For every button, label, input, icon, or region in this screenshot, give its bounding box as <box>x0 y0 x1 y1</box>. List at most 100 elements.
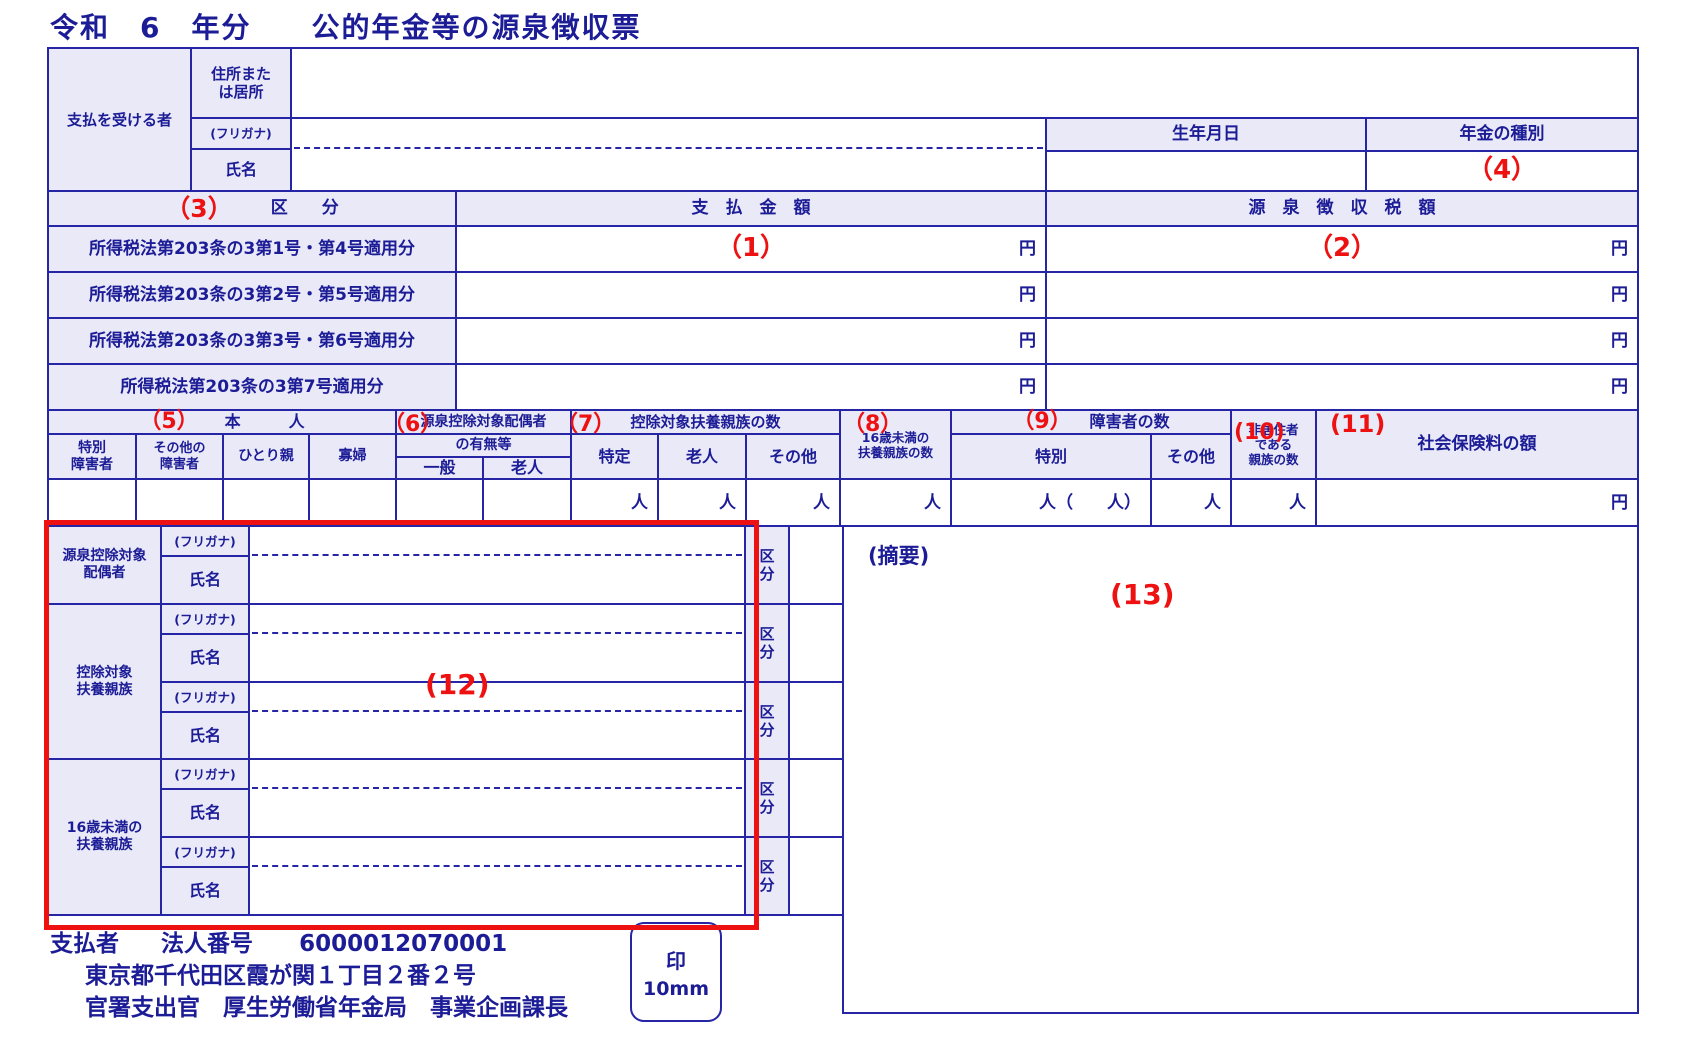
payer-label: 支払者 <box>50 931 119 957</box>
family-kubun-label: 区 分 <box>744 681 790 760</box>
kubun-line1: 区 <box>759 858 775 876</box>
payment-row-tax-cell: 円 <box>1045 317 1639 365</box>
payment-category-header-cell: （3） 区 分 <box>47 190 457 227</box>
widow-header-cell: 寡婦 <box>308 433 397 480</box>
birthdate-header-cell: 生年月日 <box>1045 117 1367 152</box>
count-cell-widow <box>308 478 397 527</box>
nonresident-line2: である <box>1254 437 1293 452</box>
person-unit: 人 <box>719 492 736 513</box>
marker-3: （3） <box>165 193 233 223</box>
dependent-other-header-cell: その他 <box>745 433 841 480</box>
recipient-furigana-label-cell: (フリガナ) <box>190 117 292 150</box>
recipient-furigana-name-field <box>290 117 1047 192</box>
marker-11: (11) <box>1330 410 1386 438</box>
marker-4: （4） <box>1466 155 1538 186</box>
other-disability-line1: その他の <box>153 440 206 456</box>
family-group-line1: 16歳未満の <box>66 820 143 837</box>
person-unit-special: 人（ 人） <box>1039 492 1141 513</box>
payment-row-amount-cell: 円 <box>455 271 1047 319</box>
person-unit: 人 <box>813 492 830 513</box>
special-disability-line1: 特別 <box>78 439 106 456</box>
payer-line: 支払者 法人番号 6000012070001 <box>50 924 507 958</box>
family-group-line1: 源泉控除対象 <box>62 548 147 565</box>
kubun-line1: 区 <box>759 702 775 721</box>
yen-unit: 円 <box>1611 376 1628 397</box>
nonresident-line1: 非居住者 <box>1248 422 1299 437</box>
payer-office: 官署支出官 厚生労働省年金局 事業企画課長 <box>85 995 568 1021</box>
family-kubun-label: 区 分 <box>744 525 790 605</box>
seal-size: 10mm <box>642 977 710 1000</box>
kubun-line1: 区 <box>759 780 775 798</box>
payment-amount-header-cell: 支 払 金 額 <box>455 190 1047 227</box>
count-cell-dependent-other: 人 <box>745 478 841 527</box>
yen-unit: 円 <box>1611 284 1628 305</box>
yen-unit: 円 <box>1019 376 1036 397</box>
pension-type-header-cell: 年金の種別 <box>1365 117 1639 152</box>
payment-row-tax-cell: 円 <box>1045 363 1639 411</box>
special-disability-line2: 障害者 <box>71 456 113 473</box>
family-kubun-value <box>788 836 844 916</box>
marker-9: （9） <box>1012 408 1072 434</box>
family-furigana-label: (フリガナ) <box>160 758 250 790</box>
payment-row-amount-cell: 円 <box>455 317 1047 365</box>
family-name-field <box>248 758 746 838</box>
kubun-line2: 分 <box>759 798 775 816</box>
disability-other-header-cell: その他 <box>1150 433 1232 480</box>
marker-12: (12) <box>425 668 490 701</box>
dependent-elderly-header-cell: 老人 <box>657 433 747 480</box>
count-cell-dependent-specified: 人 <box>570 478 659 527</box>
family-name-label: 氏名 <box>160 555 250 605</box>
family-name-field <box>248 681 746 760</box>
family-group-line2: 配偶者 <box>83 565 126 581</box>
recipient-name-label-cell: 氏名 <box>190 148 292 192</box>
payment-tax-header-cell: 源 泉 徴 収 税 額 <box>1045 190 1639 227</box>
count-cell-disability-special: 人（ 人） <box>950 478 1152 527</box>
family-kubun-label: 区 分 <box>744 603 790 683</box>
furigana-separator-dash <box>294 147 1043 149</box>
yen-unit: 円 <box>1611 492 1628 513</box>
family-group-spouse-label: 源泉控除対象 配偶者 <box>47 525 162 605</box>
payment-row-tax-cell: （2） 円 <box>1045 225 1639 273</box>
marker-13: (13) <box>1110 578 1175 611</box>
marker-10: (10) <box>1234 420 1285 445</box>
yen-unit: 円 <box>1019 284 1036 305</box>
count-cell-social-insurance: 円 <box>1315 478 1639 527</box>
family-group-dependent-label: 控除対象 扶養親族 <box>47 603 162 760</box>
family-furigana-label: (フリガナ) <box>160 836 250 868</box>
count-cell-under16: 人 <box>839 478 952 527</box>
other-disability-line2: 障害者 <box>159 456 199 472</box>
remarks-box <box>842 525 1639 1014</box>
payment-category-header-label: 区 分 <box>270 198 339 219</box>
family-kubun-value <box>788 603 844 683</box>
kubun-line2: 分 <box>759 876 775 894</box>
marker-8: （8） <box>843 412 903 437</box>
corp-number-label: 法人番号 <box>161 931 254 957</box>
family-furigana-dash <box>252 632 742 634</box>
family-furigana-dash <box>252 787 742 789</box>
address-label-line1: 住所また <box>210 65 271 83</box>
birthdate-field <box>1045 150 1367 192</box>
family-name-label: 氏名 <box>160 711 250 760</box>
family-kubun-value <box>788 525 844 605</box>
yen-unit: 円 <box>1019 330 1036 351</box>
corp-number-value: 6000012070001 <box>299 931 508 957</box>
family-group-line2: 扶養親族 <box>76 837 133 853</box>
payment-row-label: 所得税法第203条の3第3号・第6号適用分 <box>47 317 457 365</box>
under16-line2: 扶養親族の数 <box>857 444 933 460</box>
family-group-under16-label: 16歳未満の 扶養親族 <box>47 758 162 916</box>
spouse-general-header-cell: 一般 <box>395 456 484 480</box>
dependent-specified-header-cell: 特定 <box>570 433 659 480</box>
recipient-label-cell: 支払を受ける者 <box>47 47 192 192</box>
marker-5: （5） <box>139 408 199 434</box>
family-furigana-dash <box>252 554 742 556</box>
spouse-elderly-header-cell: 老人 <box>482 456 572 480</box>
count-cell-disability-other: 人 <box>1150 478 1232 527</box>
other-disability-header-cell: その他の 障害者 <box>135 433 224 480</box>
family-kubun-value <box>788 681 844 760</box>
remarks-label: (摘要) <box>868 544 930 568</box>
disability-special-header-cell: 特別 <box>950 433 1152 480</box>
kubun-line2: 分 <box>759 643 775 661</box>
kubun-line1: 区 <box>759 625 775 643</box>
family-name-label: 氏名 <box>160 866 250 916</box>
